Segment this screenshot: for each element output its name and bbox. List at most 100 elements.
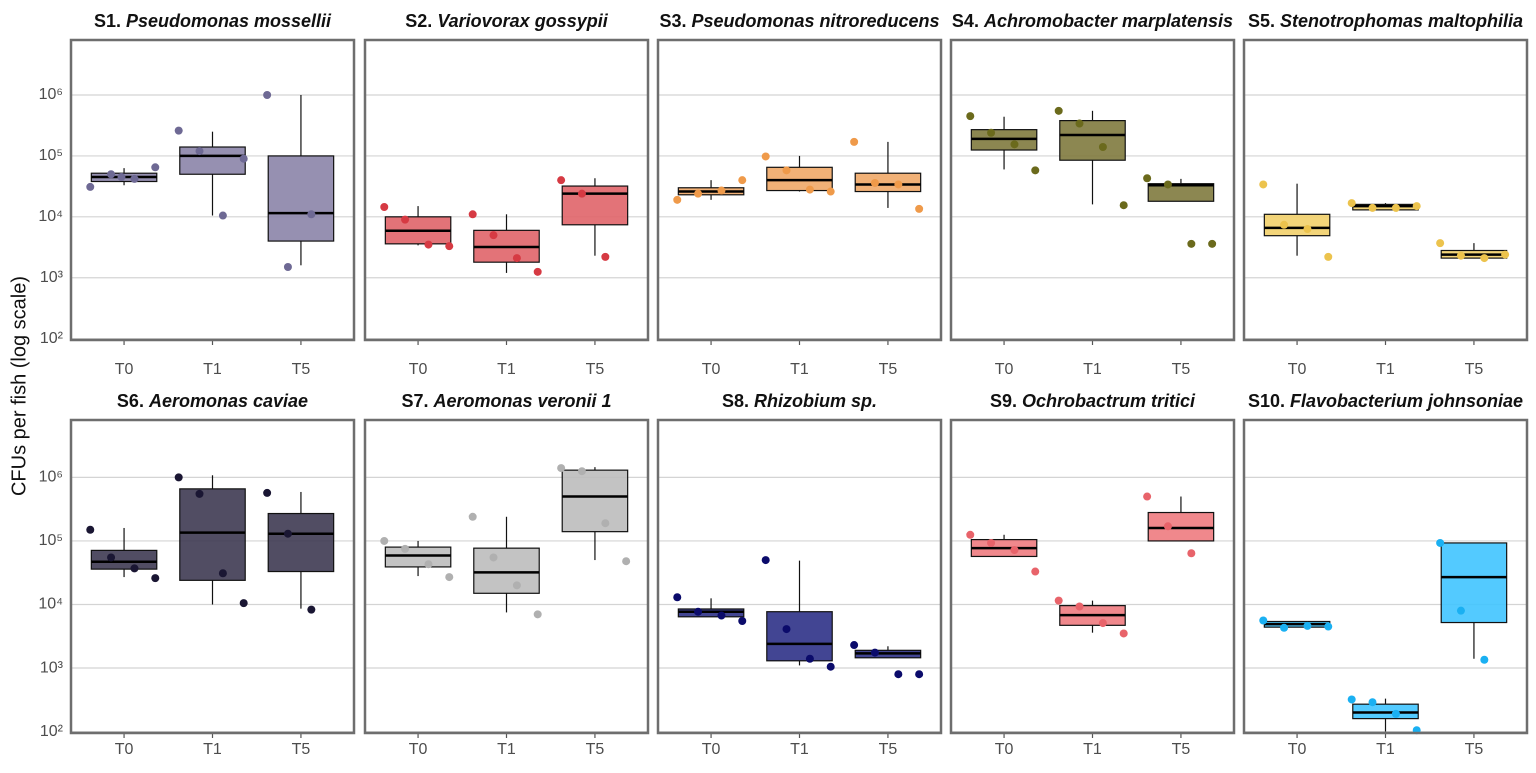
point (1456, 251, 1465, 260)
x-tick-label: T5 (1172, 741, 1191, 758)
panel-id: S2. (405, 11, 432, 31)
point (1010, 140, 1019, 149)
panel-id: S10. (1248, 391, 1285, 411)
point (694, 607, 703, 616)
y-tick-label: 10⁵ (39, 147, 63, 164)
panel (69, 38, 356, 345)
panel-border (656, 418, 943, 735)
x-tick-label: T1 (1376, 741, 1395, 758)
point (717, 186, 726, 195)
box (473, 547, 540, 594)
point (1031, 567, 1040, 576)
panel-title: S1. Pseudomonas mossellii (94, 11, 332, 31)
point (557, 176, 566, 185)
point (1303, 621, 1312, 630)
x-tick-label: T5 (292, 361, 311, 378)
point (1391, 203, 1400, 212)
point (1187, 549, 1196, 558)
x-tick-label: T0 (702, 741, 721, 758)
point (1075, 119, 1084, 128)
panel (1242, 418, 1529, 738)
point (283, 263, 292, 272)
point (107, 553, 116, 562)
point (1054, 106, 1063, 115)
panel (656, 38, 943, 345)
point (307, 605, 316, 614)
point (1119, 201, 1128, 210)
panel (949, 418, 1236, 738)
point (557, 464, 566, 473)
box (179, 146, 246, 175)
point (263, 488, 272, 497)
point (1280, 220, 1289, 229)
panel-border (949, 418, 1236, 735)
panel-id: S5. (1248, 11, 1275, 31)
point (987, 128, 996, 137)
box (1440, 542, 1508, 624)
x-tick-label: T1 (497, 361, 516, 378)
x-tick-label: T5 (879, 741, 898, 758)
panel (949, 38, 1236, 345)
point (174, 126, 183, 135)
box (267, 512, 335, 573)
box (1147, 183, 1215, 202)
point (1480, 655, 1489, 664)
y-tick-label: 10⁴ (38, 208, 63, 225)
point (1054, 596, 1063, 605)
point (151, 163, 160, 172)
point (601, 252, 610, 261)
point (826, 187, 835, 196)
point (694, 189, 703, 198)
box (561, 469, 629, 533)
point (489, 231, 498, 240)
panel-id: S3. (659, 11, 686, 31)
point (1259, 616, 1268, 625)
point (894, 670, 903, 679)
point (195, 489, 204, 498)
panel-species: Pseudomonas mossellii (126, 11, 332, 31)
x-tick-label: T0 (995, 741, 1014, 758)
x-tick-label: T1 (1083, 361, 1102, 378)
box (766, 611, 833, 662)
panel-title: S6. Aeromonas caviae (117, 391, 308, 411)
point (782, 166, 791, 175)
panel-id: S8. (722, 391, 749, 411)
point (1280, 623, 1289, 632)
y-axis-label: CFUs per fish (log scale) (8, 276, 30, 496)
point (1143, 174, 1152, 183)
point (283, 529, 292, 538)
point (870, 178, 879, 187)
point (738, 616, 747, 625)
point (577, 189, 586, 198)
point (107, 170, 116, 179)
point (894, 180, 903, 189)
x-tick-label: T1 (203, 741, 222, 758)
point (1436, 538, 1445, 547)
point (239, 599, 248, 608)
box (384, 546, 452, 568)
panel-title: S8. Rhizobium sp. (722, 391, 877, 411)
x-tick-label: T0 (409, 361, 428, 378)
point (174, 473, 183, 482)
point (915, 204, 924, 213)
panel-species: Stenotrophomas maltophilia (1280, 11, 1523, 31)
point (1480, 254, 1489, 263)
y-tick-label: 10⁶ (39, 469, 63, 486)
point (218, 211, 227, 220)
point (1187, 239, 1196, 248)
point (445, 573, 454, 582)
x-tick-label: T5 (1465, 361, 1484, 378)
point (915, 670, 924, 679)
point (1098, 619, 1107, 628)
panel-species: Flavobacterium johnsoniae (1290, 391, 1523, 411)
point (468, 210, 477, 219)
x-tick-label: T5 (1172, 361, 1191, 378)
panel-border (363, 418, 650, 735)
panel-border (1242, 418, 1529, 735)
point (601, 519, 610, 528)
panel-title: S10. Flavobacterium johnsoniae (1248, 391, 1523, 411)
point (1010, 546, 1019, 555)
point (1075, 602, 1084, 611)
point (117, 173, 126, 182)
